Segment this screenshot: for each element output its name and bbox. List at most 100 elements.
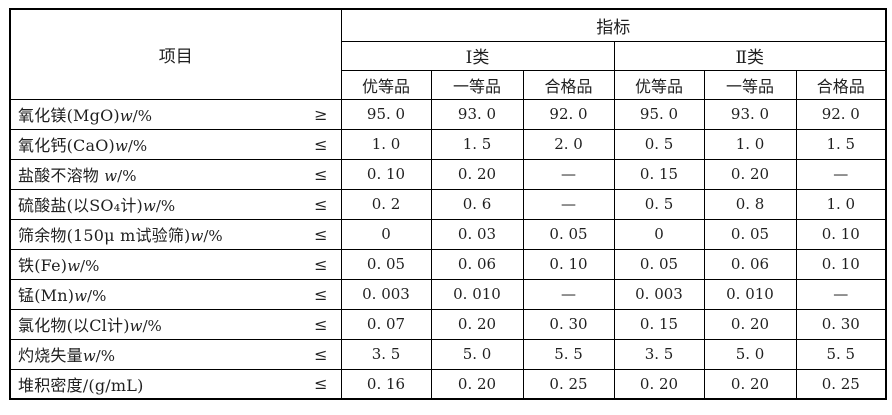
value-cell: 1. 5 bbox=[430, 128, 524, 160]
grade-header: 合格品 bbox=[522, 69, 615, 100]
value-cell: 1. 0 bbox=[703, 128, 797, 160]
value-cell: — bbox=[522, 278, 615, 310]
value-cell: 0. 10 bbox=[795, 248, 887, 280]
relation-symbol: ≤ bbox=[314, 164, 328, 184]
value-cell: 0. 10 bbox=[522, 248, 615, 280]
value-cell: — bbox=[522, 188, 615, 220]
row-unit-w: w bbox=[119, 107, 133, 125]
value-cell: — bbox=[522, 158, 615, 190]
row-label-text: 氯化物(以Cl计) bbox=[18, 316, 130, 335]
row-unit: /% bbox=[80, 257, 100, 275]
row-label-wrap: 筛余物(150μ m试验筛)w/% ≤ bbox=[11, 222, 340, 246]
table-row: 筛余物(150μ m试验筛)w/% ≤0 0. 03 0. 05 0 0. 05 0. 10 bbox=[9, 218, 887, 250]
value-cell: 0 bbox=[340, 218, 432, 250]
value-cell: 0. 20 bbox=[430, 368, 524, 400]
row-label: 堆积密度/(g/mL) bbox=[18, 372, 144, 396]
indicator-header: 指标 bbox=[340, 8, 887, 42]
row-unit-w: w bbox=[142, 197, 156, 215]
row-label-wrap: 锰(Mn)w/% ≤ bbox=[11, 282, 340, 306]
row-label-cell: 氧化钙(CaO)w/% ≤ bbox=[9, 128, 342, 160]
spec-table-body: 氧化镁(MgO)w/% ≥95. 0 93. 0 92. 0 95. 0 93. 0 92.… bbox=[9, 98, 887, 400]
row-unit: /% bbox=[132, 107, 152, 125]
value-cell: 2. 0 bbox=[522, 128, 615, 160]
grade-header: 一等品 bbox=[703, 69, 797, 100]
row-label-cell: 氧化镁(MgO)w/% ≥ bbox=[9, 98, 342, 130]
row-unit: /% bbox=[95, 347, 115, 365]
value-cell: 5. 0 bbox=[430, 338, 524, 370]
value-cell: 0. 15 bbox=[613, 158, 705, 190]
value-cell: 93. 0 bbox=[703, 98, 797, 130]
row-label-wrap: 氯化物(以Cl计)w/% ≤ bbox=[11, 312, 340, 336]
grade-header: 优等品 bbox=[340, 69, 432, 100]
value-cell: 0. 20 bbox=[703, 308, 797, 340]
value-cell: 1. 0 bbox=[795, 188, 887, 220]
value-cell: 0. 20 bbox=[703, 368, 797, 400]
value-cell: 3. 5 bbox=[340, 338, 432, 370]
value-cell: 0. 25 bbox=[795, 368, 887, 400]
value-cell: — bbox=[795, 158, 887, 190]
value-cell: 0. 5 bbox=[613, 188, 705, 220]
row-label-wrap: 灼烧失量w/% ≤ bbox=[11, 342, 340, 366]
value-cell: 0. 20 bbox=[703, 158, 797, 190]
relation-symbol: ≤ bbox=[314, 134, 328, 154]
header-row-class: Ⅰ类 Ⅱ类 bbox=[10, 40, 887, 71]
value-cell: 0. 06 bbox=[703, 248, 797, 280]
row-label: 氧化镁(MgO)w/% bbox=[18, 102, 152, 126]
table-row: 氯化物(以Cl计)w/% ≤0. 07 0. 20 0. 30 0. 15 0. 20 0.… bbox=[9, 308, 887, 340]
row-unit-w: w bbox=[104, 167, 118, 185]
row-label-text: 氧化镁(MgO) bbox=[18, 106, 120, 125]
value-cell: 0. 20 bbox=[613, 368, 705, 400]
class-2-header: Ⅱ类 bbox=[613, 40, 887, 71]
row-label: 筛余物(150μ m试验筛)w/% bbox=[18, 222, 223, 246]
table-row: 铁(Fe)w/% ≤0. 05 0. 06 0. 10 0. 05 0. 06 0. 10 bbox=[9, 248, 887, 280]
row-label-wrap: 铁(Fe)w/% ≤ bbox=[11, 252, 340, 276]
value-cell: 3. 5 bbox=[613, 338, 705, 370]
relation-symbol: ≤ bbox=[314, 284, 328, 304]
row-unit-w: w bbox=[82, 347, 96, 365]
value-cell: 0. 2 bbox=[340, 188, 432, 220]
item-column-header: 项目 bbox=[9, 8, 342, 100]
value-cell: 0. 03 bbox=[430, 218, 524, 250]
value-cell: 0. 15 bbox=[613, 308, 705, 340]
value-cell: 0. 6 bbox=[430, 188, 524, 220]
value-cell: 0. 20 bbox=[430, 158, 524, 190]
row-unit-w: w bbox=[67, 257, 81, 275]
row-label-cell: 堆积密度/(g/mL) ≤ bbox=[9, 368, 342, 400]
row-label: 铁(Fe)w/% bbox=[18, 252, 99, 276]
spec-table: 项目 指标 Ⅰ类 Ⅱ类 优等品 一等品 合格品 优等品 一等品 合格品 氧化镁(MgO)w… bbox=[9, 8, 888, 400]
grade-header: 一等品 bbox=[430, 69, 524, 100]
row-label-cell: 铁(Fe)w/% ≤ bbox=[9, 248, 342, 280]
row-label: 氧化钙(CaO)w/% bbox=[18, 132, 147, 156]
value-cell: 0. 10 bbox=[795, 218, 887, 250]
grade-header: 合格品 bbox=[795, 69, 887, 100]
row-unit-w: w bbox=[114, 137, 128, 155]
value-cell: 0. 10 bbox=[340, 158, 432, 190]
row-unit-w: w bbox=[190, 227, 204, 245]
grade-header: 优等品 bbox=[613, 69, 705, 100]
value-cell: 0. 003 bbox=[613, 278, 705, 310]
value-cell: 92. 0 bbox=[795, 98, 887, 130]
row-unit: /% bbox=[127, 137, 148, 155]
value-cell: 0. 05 bbox=[613, 248, 705, 280]
value-cell: 92. 0 bbox=[522, 98, 615, 130]
value-cell: 0. 20 bbox=[430, 308, 524, 340]
value-cell: 0. 003 bbox=[340, 278, 432, 310]
header-row-grade: 优等品 一等品 合格品 优等品 一等品 合格品 bbox=[10, 69, 887, 100]
value-cell: 0. 07 bbox=[340, 308, 432, 340]
row-label-cell: 氯化物(以Cl计)w/% ≤ bbox=[9, 308, 342, 340]
value-cell: 0. 05 bbox=[703, 218, 797, 250]
row-label-text: 筛余物(150μ m试验筛) bbox=[18, 226, 191, 245]
row-label-text: 盐酸不溶物 bbox=[18, 166, 105, 185]
row-label-text: 锰(Mn) bbox=[18, 286, 75, 305]
value-cell: 0. 30 bbox=[795, 308, 887, 340]
row-label-text: 灼烧失量 bbox=[18, 346, 83, 365]
value-cell: 0. 8 bbox=[703, 188, 797, 220]
table-row: 锰(Mn)w/% ≤0. 003 0. 010—0. 003 0. 010— bbox=[9, 278, 887, 310]
relation-symbol: ≤ bbox=[314, 224, 328, 244]
value-cell: 0. 05 bbox=[340, 248, 432, 280]
value-cell: 93. 0 bbox=[430, 98, 524, 130]
row-label-wrap: 盐酸不溶物 w/% ≤ bbox=[11, 162, 340, 186]
value-cell: 95. 0 bbox=[340, 98, 432, 130]
relation-symbol: ≤ bbox=[314, 374, 328, 394]
